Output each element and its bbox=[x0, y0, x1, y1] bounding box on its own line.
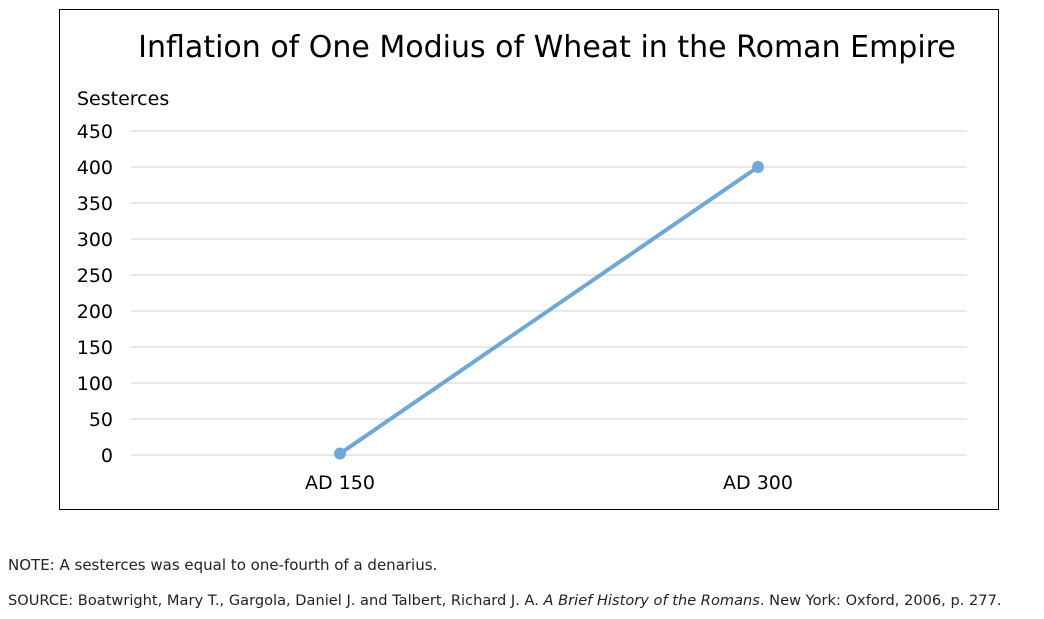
y-tick-labels: 0 50 100 150 200 250 300 350 400 450 bbox=[77, 121, 113, 467]
y-tick-label: 0 bbox=[101, 445, 113, 467]
chart-title: Inflation of One Modius of Wheat in the … bbox=[138, 30, 956, 65]
gridlines bbox=[131, 130, 967, 456]
chart-frame: Inflation of One Modius of Wheat in the … bbox=[59, 9, 999, 510]
series-line bbox=[338, 165, 760, 456]
y-tick-label: 100 bbox=[77, 373, 113, 395]
y-tick-label: 200 bbox=[77, 301, 113, 323]
data-point-ad-300 bbox=[752, 161, 764, 173]
y-tick-label: 50 bbox=[89, 409, 113, 431]
source-prefix: SOURCE: Boatwright, Mary T., Gargola, Da… bbox=[8, 592, 544, 609]
y-tick-label: 250 bbox=[77, 265, 113, 287]
line-chart: Inflation of One Modius of Wheat in the … bbox=[77, 30, 967, 494]
data-point-ad-150 bbox=[334, 447, 346, 460]
source-book-title: A Brief History of the Romans bbox=[543, 592, 760, 609]
source-suffix: . New York: Oxford, 2006, p. 277. bbox=[759, 592, 1002, 609]
x-category-label: AD 150 bbox=[305, 472, 375, 494]
chart-source: SOURCE: Boatwright, Mary T., Gargola, Da… bbox=[8, 592, 1002, 609]
y-tick-label: 450 bbox=[77, 121, 113, 143]
y-axis-label: Sesterces bbox=[77, 88, 169, 110]
x-category-label: AD 300 bbox=[723, 472, 793, 494]
y-tick-label: 400 bbox=[77, 157, 113, 179]
series-layer bbox=[334, 161, 764, 460]
x-category-labels: AD 150 AD 300 bbox=[305, 472, 793, 494]
y-tick-label: 150 bbox=[77, 337, 113, 359]
y-tick-label: 300 bbox=[77, 229, 113, 251]
chart-note: NOTE: A sesterces was equal to one-fourt… bbox=[8, 556, 438, 574]
y-tick-label: 350 bbox=[77, 193, 113, 215]
